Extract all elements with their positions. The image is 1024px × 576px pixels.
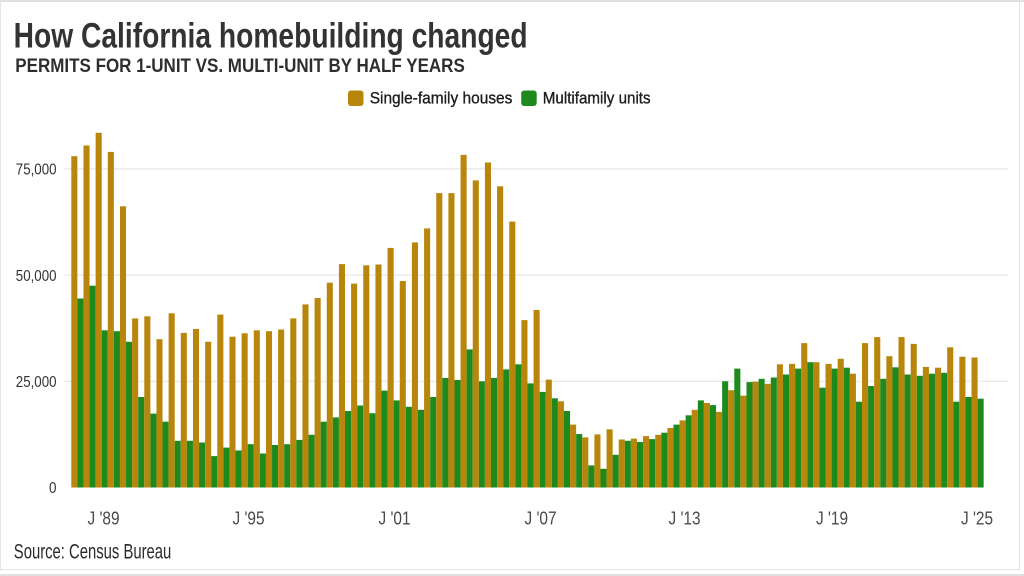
svg-text:Single-family houses: Single-family houses xyxy=(370,89,513,108)
svg-text:25,000: 25,000 xyxy=(16,374,57,391)
svg-text:J '89: J '89 xyxy=(88,509,120,529)
svg-text:J '19: J '19 xyxy=(816,509,848,529)
svg-text:J '07: J '07 xyxy=(525,509,557,529)
svg-text:PERMITS FOR 1-UNIT VS. MULTI-U: PERMITS FOR 1-UNIT VS. MULTI-UNIT BY HAL… xyxy=(15,55,465,77)
svg-text:50,000: 50,000 xyxy=(16,268,57,285)
svg-text:J '13: J '13 xyxy=(669,509,701,529)
svg-text:How California homebuilding ch: How California homebuilding changed xyxy=(14,17,528,56)
svg-text:Multifamily units: Multifamily units xyxy=(543,89,651,108)
svg-text:75,000: 75,000 xyxy=(16,162,57,179)
svg-text:0: 0 xyxy=(49,480,57,497)
svg-text:J '25: J '25 xyxy=(961,509,993,529)
svg-text:J '01: J '01 xyxy=(379,509,411,529)
svg-text:J '95: J '95 xyxy=(233,509,265,529)
svg-text:Source: Census Bureau: Source: Census Bureau xyxy=(14,540,172,563)
